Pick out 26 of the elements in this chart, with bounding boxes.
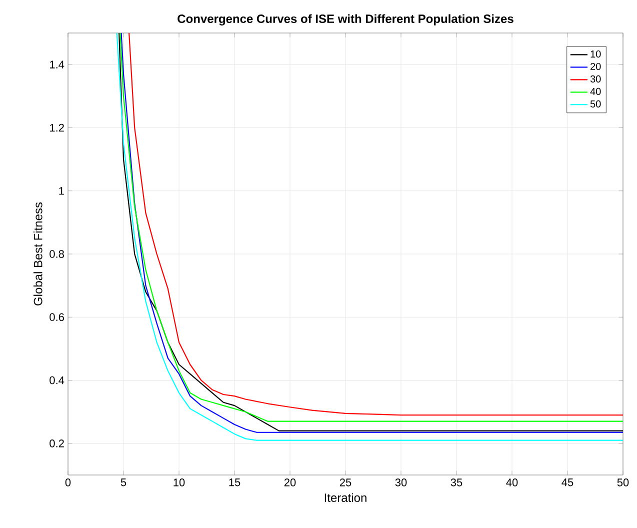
legend-label: 20	[590, 62, 601, 70]
x-tick-label: 5	[120, 478, 126, 486]
y-tick-label: 0.2	[50, 440, 64, 448]
x-tick-label: 10	[174, 478, 185, 486]
y-tick-label: 0.6	[50, 313, 64, 322]
x-tick-label: 45	[562, 478, 574, 486]
chart-title: Convergence Curves of ISE with Different Population Sizes	[178, 14, 514, 26]
x-tick-label: 40	[506, 478, 518, 486]
x-tick-label: 35	[450, 478, 462, 486]
y-tick-label: 0.4	[50, 376, 64, 384]
x-tick-label: 50	[617, 478, 629, 486]
x-tick-label: 0	[65, 478, 71, 486]
x-tick-label: 25	[340, 478, 352, 486]
y-tick-label: 1.2	[50, 124, 64, 132]
legend-label: 50	[590, 100, 601, 108]
x-tick-label: 20	[284, 478, 296, 486]
legend-label: 10	[590, 50, 601, 58]
y-tick-label: 0.8	[50, 250, 64, 258]
legend-label: 30	[590, 75, 601, 82]
x-tick-label: 15	[229, 478, 240, 486]
y-tick-label: 1	[59, 187, 64, 195]
y-tick-label: 1.4	[50, 60, 64, 68]
x-tick-label: 30	[395, 478, 407, 486]
y-axis-title: Global Best Fitness	[34, 202, 42, 306]
x-axis-title: Iteration	[324, 493, 366, 502]
legend-label: 40	[590, 88, 601, 95]
